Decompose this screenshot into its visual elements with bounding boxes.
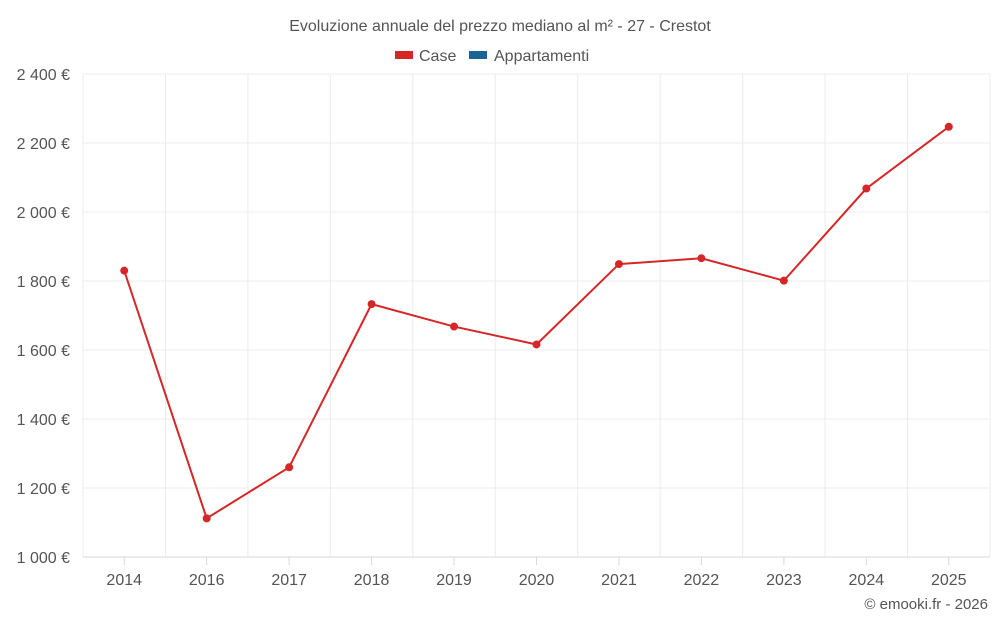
y-tick-label: 2 200 € [17,136,70,153]
series [120,122,953,523]
data-point[interactable] [944,122,953,131]
data-point[interactable] [285,463,294,472]
y-tick-label: 2 400 € [17,67,70,84]
y-tick-label: 1 600 € [17,343,70,360]
chart-title: Evoluzione annuale del prezzo mediano al… [289,18,711,35]
x-tick-label: 2016 [189,572,225,589]
data-point[interactable] [614,260,623,269]
y-tick-label: 1 000 € [17,550,70,567]
x-tick-label: 2014 [106,572,142,589]
y-axis-ticks: 1 000 € 1 200 € 1 400 € 1 600 € 1 800 € 2 000… [17,67,70,567]
legend-item-case[interactable]: Case [395,48,456,65]
y-tick-label: 1 200 € [17,481,70,498]
legend-item-appartamenti[interactable]: Appartamenti [469,48,589,65]
x-tick-label: 2017 [271,572,307,589]
x-tick-label: 2021 [601,572,637,589]
data-point[interactable] [450,322,459,331]
data-point[interactable] [532,340,541,349]
data-point[interactable] [120,266,129,275]
legend: Case Appartamenti [395,48,589,65]
x-tick-label: 2025 [931,572,967,589]
x-tick-label: 2019 [436,572,472,589]
y-tick-label: 1 800 € [17,274,70,291]
y-tick-label: 2 000 € [17,205,70,222]
legend-swatch-appartamenti [469,51,487,59]
x-tick-label: 2024 [849,572,885,589]
legend-label-case: Case [419,48,456,65]
data-point[interactable] [779,276,788,285]
x-tick-label: 2022 [684,572,720,589]
x-tick-label: 2020 [519,572,555,589]
x-axis-ticks: 2014 2016 2017 2018 2019 2020 2021 2022 2023 2024… [106,557,967,589]
data-point[interactable] [202,514,211,523]
y-tick-label: 1 400 € [17,412,70,429]
x-tick-label: 2018 [354,572,390,589]
legend-swatch-case [395,51,413,59]
grid [82,73,991,558]
data-point[interactable] [367,300,376,309]
legend-label-appartamenti: Appartamenti [494,48,589,65]
data-point[interactable] [862,184,871,193]
x-tick-label: 2023 [766,572,802,589]
data-point[interactable] [697,254,706,263]
credit-text: © emooki.fr - 2026 [864,596,988,613]
